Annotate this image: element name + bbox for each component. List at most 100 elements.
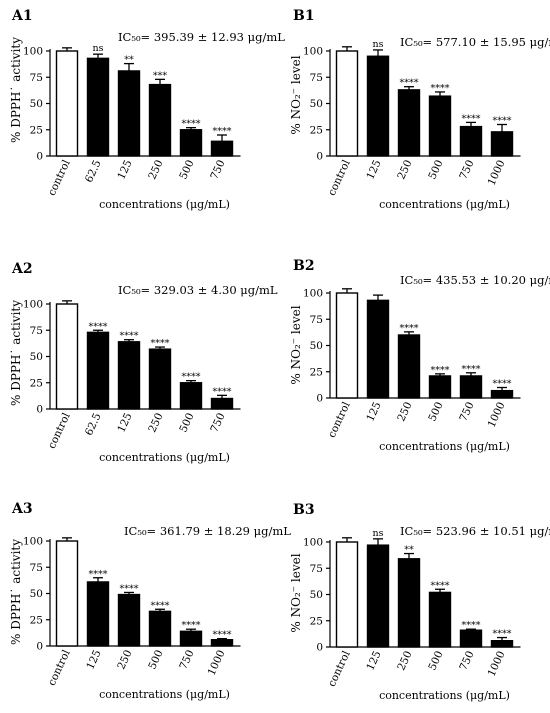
panel-label: A2	[11, 261, 33, 277]
y-tick-label: 25	[30, 124, 43, 136]
bar-control	[335, 541, 359, 648]
ic50-annotation: IC₅₀= 523.96 ± 10.51 μg/mL	[400, 524, 550, 538]
y-tick-label: 100	[23, 46, 43, 58]
x-tick-label: 250	[395, 649, 414, 672]
y-tick-label: 0	[316, 151, 323, 163]
x-tick-label: control	[326, 158, 353, 198]
bar-control	[55, 50, 79, 157]
bar-500	[148, 610, 172, 647]
significance-label: ****	[151, 338, 170, 349]
x-tick-label: 250	[146, 411, 165, 434]
chart-panel-b1: B1 IC₅₀= 577.10 ± 15.95 μg/mL % NO₂⁻ level…	[289, 8, 550, 211]
bar-125	[366, 55, 390, 157]
y-tick-label: 25	[310, 124, 323, 136]
y-tick-label: 50	[30, 351, 43, 363]
bar-750	[459, 629, 483, 648]
x-tick-label: 500	[177, 411, 196, 434]
x-tick-label: control	[46, 411, 73, 451]
significance-label: ****	[493, 629, 512, 640]
y-tick-label: 0	[316, 393, 323, 405]
bar-250	[148, 83, 172, 157]
y-axis-label: % DPPH˙ activity	[9, 37, 23, 143]
ic50-annotation: IC₅₀= 435.53 ± 10.20 μg/mL	[400, 273, 550, 287]
y-axis-label: % NO₂⁻ level	[289, 305, 303, 384]
bar-750	[179, 630, 203, 647]
x-axis-label: concentrations (μg/mL)	[99, 688, 230, 701]
x-tick-label: 750	[457, 158, 476, 181]
x-tick-label: 125	[364, 400, 383, 423]
y-axis-label: % DPPH˙ activity	[9, 539, 23, 645]
significance-label: ****	[493, 379, 512, 390]
x-axis-label: concentrations (μg/mL)	[379, 440, 510, 453]
significance-label: ****	[89, 321, 108, 332]
x-tick-label: 250	[395, 400, 414, 423]
x-tick-label: 750	[208, 411, 227, 434]
panel-label: B3	[293, 502, 315, 518]
chart-panel-b2: B2 IC₅₀= 435.53 ± 10.20 μg/mL % NO₂⁻ level…	[289, 258, 550, 453]
significance-label: ****	[462, 620, 481, 631]
chart-panel-a1: A1 IC₅₀= 395.39 ± 12.93 μg/mL % DPPH˙ acti…	[9, 8, 285, 211]
bar-500	[428, 375, 452, 399]
x-tick-label: 500	[426, 158, 445, 181]
bar-1000	[490, 389, 514, 399]
chart-panel-a3: A3 IC₅₀= 361.79 ± 18.29 μg/mL % DPPH˙ acti…	[9, 501, 291, 701]
bar-control	[335, 292, 359, 399]
bar-500	[179, 129, 203, 157]
significance-label: ****	[213, 630, 232, 641]
bar-125	[117, 70, 141, 157]
y-tick-label: 75	[30, 325, 43, 337]
bar-control	[55, 540, 79, 647]
y-tick-label: 75	[310, 314, 323, 326]
bar-250	[148, 348, 172, 410]
y-axis-label: % NO₂⁻ level	[289, 553, 303, 632]
significance-label: **	[404, 545, 414, 556]
x-tick-label: 1000	[486, 649, 508, 678]
x-tick-label: 250	[395, 158, 414, 181]
ic50-annotation: IC₅₀= 361.79 ± 18.29 μg/mL	[124, 524, 291, 538]
x-tick-label: 250	[146, 158, 165, 181]
bar-750	[210, 397, 234, 410]
significance-label: **	[124, 55, 134, 66]
x-tick-label: 62.5	[83, 411, 104, 437]
y-tick-label: 25	[310, 615, 323, 627]
y-axis-label: % DPPH˙ activity	[9, 300, 23, 406]
significance-label: ****	[213, 386, 232, 397]
y-tick-label: 50	[310, 98, 323, 110]
bar-250	[117, 593, 141, 647]
y-tick-label: 75	[30, 72, 43, 84]
bar-1000	[490, 131, 514, 157]
x-tick-label: 125	[115, 411, 134, 434]
y-axis-label: % NO₂⁻ level	[289, 55, 303, 134]
y-tick-label: 75	[30, 562, 43, 574]
y-tick-label: 75	[310, 563, 323, 575]
significance-label: ****	[182, 119, 201, 130]
bar-250	[397, 334, 421, 399]
x-tick-label: control	[326, 400, 353, 440]
y-tick-label: 25	[30, 377, 43, 389]
x-tick-label: 500	[426, 400, 445, 423]
bar-750	[459, 125, 483, 157]
bar-250	[397, 89, 421, 157]
x-tick-label: 62.5	[83, 158, 104, 184]
y-tick-label: 100	[23, 536, 43, 548]
significance-label: ****	[431, 83, 450, 94]
significance-label: ns	[373, 528, 384, 539]
y-tick-label: 25	[310, 366, 323, 378]
significance-label: ****	[493, 116, 512, 127]
x-tick-label: 500	[426, 649, 445, 672]
bar-62.5	[86, 57, 110, 157]
significance-label: ****	[120, 331, 139, 342]
significance-label: ****	[182, 620, 201, 631]
bar-750	[459, 375, 483, 399]
bar-125	[117, 341, 141, 410]
panel-label: A1	[11, 8, 33, 24]
x-tick-label: 500	[177, 158, 196, 181]
bar-1000	[490, 640, 514, 648]
significance-label: ****	[400, 78, 419, 89]
x-axis-label: concentrations (μg/mL)	[99, 198, 230, 211]
y-tick-label: 100	[303, 288, 323, 300]
x-tick-label: 125	[115, 158, 134, 181]
panel-label: B1	[293, 8, 315, 24]
x-tick-label: control	[46, 158, 73, 198]
